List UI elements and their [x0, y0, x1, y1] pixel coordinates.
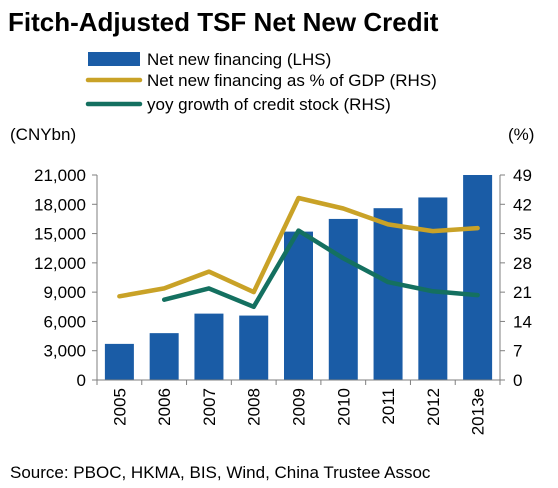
x-axis: 2005 2006 2007 2008 2009 2010 2011 2012 2013e	[96, 379, 501, 435]
x-tick-label: 2007	[200, 388, 219, 426]
right-tick-label: 49	[513, 166, 532, 185]
line-series	[117, 195, 480, 310]
left-tick-label: 18,000	[34, 195, 86, 214]
x-tick-label: 2010	[334, 388, 353, 426]
left-tick-label: 0	[77, 371, 86, 390]
bar	[104, 343, 134, 380]
x-tick-label: 2005	[110, 388, 129, 426]
x-tick-label: 2006	[155, 388, 174, 426]
series-line	[161, 228, 480, 310]
right-tick-label: 21	[513, 283, 532, 302]
right-axis-unit: (%)	[508, 125, 534, 144]
x-tick-label: 2012	[424, 388, 443, 426]
bar	[284, 231, 313, 380]
source-note: Source: PBOC, HKMA, BIS, Wind, China Tru…	[10, 463, 431, 482]
left-tick-label: 9,000	[43, 283, 86, 302]
bar-series	[104, 175, 493, 380]
legend-label: Net new financing (LHS)	[147, 50, 331, 69]
bar	[194, 313, 224, 380]
bar	[463, 175, 493, 380]
x-tick-label: 2011	[379, 388, 398, 425]
left-tick-label: 12,000	[34, 254, 86, 273]
chart-title: Fitch-Adjusted TSF Net New Credit	[8, 7, 439, 37]
x-tick-label: 2013e	[469, 388, 488, 435]
legend-label: Net new financing as % of GDP (RHS)	[147, 71, 437, 90]
bar	[239, 315, 269, 380]
left-tick-label: 21,000	[34, 166, 86, 185]
left-tick-label: 3,000	[43, 342, 86, 361]
series-line	[117, 195, 480, 299]
right-axis: 0 7 14 21 28 35 42 49	[499, 166, 532, 390]
bar	[328, 218, 358, 380]
left-tick-label: 15,000	[34, 225, 86, 244]
right-tick-label: 28	[513, 254, 532, 273]
bar	[149, 333, 179, 380]
left-tick-label: 6,000	[43, 312, 86, 331]
right-tick-label: 42	[513, 195, 532, 214]
legend-label: yoy growth of credit stock (RHS)	[147, 95, 391, 114]
left-axis-unit: (CNYbn)	[10, 125, 76, 144]
x-tick-label: 2009	[290, 388, 309, 426]
x-tick-label: 2008	[245, 388, 264, 426]
bar	[373, 208, 403, 380]
right-tick-label: 7	[513, 342, 522, 361]
right-tick-label: 0	[513, 371, 522, 390]
right-tick-label: 14	[513, 312, 532, 331]
legend: Net new financing (LHS) Net new financing…	[85, 50, 437, 114]
legend-swatch	[88, 52, 140, 66]
left-axis: 0 3,000 6,000 9,000 12,000 15,000 18,000 21,000	[34, 166, 98, 390]
right-tick-label: 35	[513, 225, 532, 244]
